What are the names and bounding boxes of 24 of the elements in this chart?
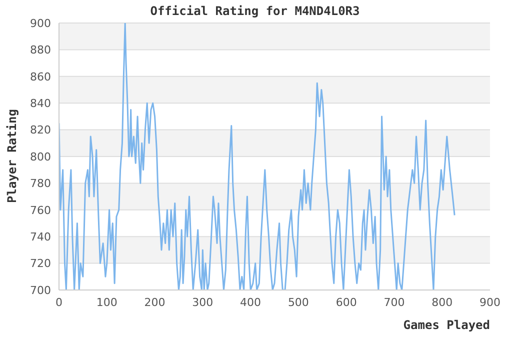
- y-tick-label: 820: [30, 124, 51, 137]
- x-tick-label: 200: [144, 296, 166, 309]
- y-tick-label: 740: [30, 230, 51, 244]
- x-tick-label: 700: [384, 296, 405, 309]
- y-tick-label: 760: [30, 204, 51, 217]
- y-tick-label: 780: [30, 177, 51, 190]
- x-tick-label: 600: [336, 296, 357, 309]
- x-tick-label: 0: [56, 296, 62, 309]
- y-tick-label: 700: [30, 284, 51, 297]
- chart-title: Official Rating for M4ND4L0R3: [149, 4, 361, 18]
- x-tick-label: 300: [192, 296, 214, 309]
- x-tick-label: 100: [96, 296, 118, 309]
- y-tick-label: 840: [30, 97, 51, 110]
- y-tick-label: 860: [30, 70, 51, 84]
- y-tick-label: 880: [30, 44, 51, 57]
- y-tick-label: 720: [30, 257, 51, 270]
- x-tick-label: 800: [432, 296, 453, 309]
- y-tick-label: 900: [30, 16, 51, 30]
- y-axis-title: Player Rating: [5, 109, 19, 203]
- x-tick-label: 900: [480, 296, 500, 309]
- x-tick-label: 500: [288, 296, 309, 309]
- y-tick-label: 800: [30, 150, 51, 164]
- x-tick-label: 400: [240, 296, 262, 309]
- x-axis-title: Games Played: [403, 318, 490, 332]
